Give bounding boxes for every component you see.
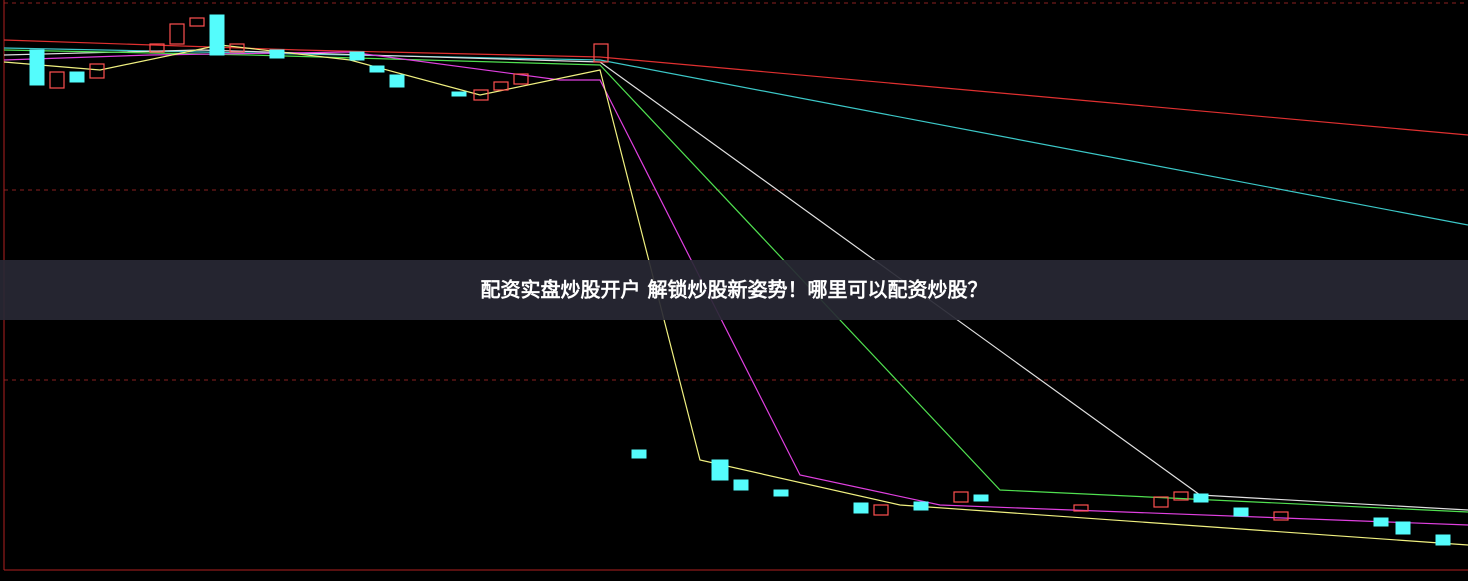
candle	[953, 491, 969, 503]
ma-line	[3, 51, 1468, 526]
candle	[1373, 517, 1389, 527]
candle	[369, 65, 385, 73]
candle	[209, 14, 225, 56]
candle	[973, 494, 989, 502]
ma-line	[3, 44, 1468, 546]
candle	[913, 501, 929, 511]
candle	[349, 51, 365, 61]
candle	[451, 91, 467, 97]
candle	[513, 73, 529, 85]
candle	[733, 479, 749, 491]
candle	[189, 17, 205, 27]
candle	[473, 89, 489, 101]
candle	[853, 502, 869, 514]
candle	[773, 489, 789, 497]
banner	[0, 260, 1468, 320]
candle	[149, 43, 165, 53]
candle	[269, 49, 285, 59]
candle	[1435, 534, 1451, 546]
candle	[1395, 521, 1411, 535]
candle	[229, 43, 245, 53]
ma-line	[3, 39, 1468, 136]
candle	[49, 71, 65, 89]
banner-title: 配资实盘炒股开户 解锁炒股新姿势！哪里可以配资炒股？	[481, 278, 988, 302]
candle	[1173, 491, 1189, 501]
candle	[1153, 496, 1169, 508]
candle	[389, 74, 405, 88]
candle	[1193, 493, 1209, 503]
candle	[89, 63, 105, 79]
moving-averages	[3, 39, 1468, 546]
candle	[593, 43, 609, 63]
candle	[169, 23, 185, 45]
candle	[711, 459, 729, 481]
candle	[1073, 504, 1089, 512]
candle	[1233, 507, 1249, 517]
candle	[493, 81, 509, 91]
candles	[29, 14, 1451, 546]
candle	[69, 71, 85, 83]
grid	[3, 0, 1468, 571]
candle	[29, 49, 45, 86]
candle	[1273, 511, 1289, 521]
candle	[873, 504, 889, 516]
candle	[631, 449, 647, 459]
